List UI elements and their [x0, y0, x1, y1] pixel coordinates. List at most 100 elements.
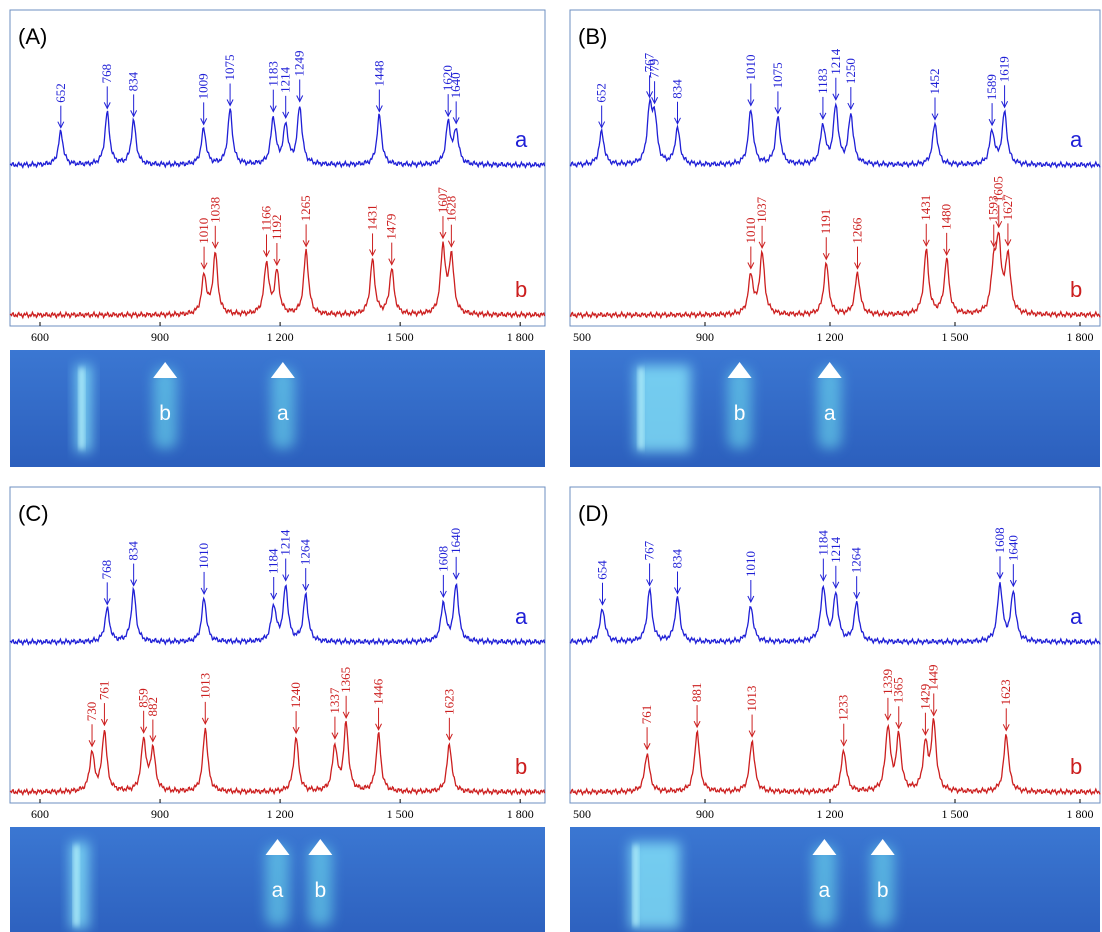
x-tick-label: 1 200	[267, 807, 294, 821]
peak-label: 779	[647, 59, 662, 79]
x-tick-label: 1 500	[387, 807, 414, 821]
peak-label: 730	[84, 702, 99, 722]
x-tick-label: 900	[151, 807, 169, 821]
origin-band	[76, 365, 92, 452]
spot-label: b	[734, 402, 746, 425]
origin-line	[74, 845, 78, 926]
x-tick-label: 1 200	[817, 330, 844, 344]
spectrum-trace	[570, 233, 1100, 318]
x-tick-label: 600	[31, 807, 49, 821]
trace-label: b	[1070, 277, 1082, 302]
peak-label: 1431	[365, 204, 380, 230]
spot-label: b	[159, 402, 171, 425]
peak-label: 1009	[196, 73, 211, 99]
panel-label: (D)	[578, 501, 609, 526]
peak-label: 1264	[849, 547, 864, 574]
peak-label: 1075	[222, 55, 237, 81]
trace-label: a	[1070, 127, 1083, 152]
peak-label: 1214	[828, 48, 843, 75]
peak-label: 1249	[292, 50, 307, 76]
peak-label: 652	[594, 83, 609, 103]
spectrum-trace	[10, 721, 545, 794]
peak-label: 1640	[448, 72, 463, 98]
x-tick-label: 1 500	[942, 807, 969, 821]
peak-label: 834	[126, 541, 141, 561]
peak-label: 1480	[939, 204, 954, 230]
peak-label: 1214	[828, 536, 843, 563]
peak-label: 652	[53, 83, 68, 103]
peak-label: 1446	[371, 678, 386, 705]
peak-label: 767	[642, 540, 657, 560]
spectrum-trace	[570, 582, 1100, 644]
x-tick-label: 500	[573, 807, 591, 821]
x-tick-label: 1 800	[1067, 807, 1094, 821]
spectrum-frame	[10, 10, 545, 326]
x-tick-label: 600	[31, 330, 49, 344]
peak-label: 1250	[843, 58, 858, 84]
trace-label: b	[1070, 754, 1082, 779]
peak-label: 1037	[754, 196, 769, 223]
trace-label: a	[1070, 604, 1083, 629]
peak-label: 1264	[298, 539, 313, 566]
trace-label: a	[515, 127, 528, 152]
peak-label: 1038	[207, 197, 222, 223]
peak-label: 1214	[278, 529, 293, 556]
trace-label: b	[515, 277, 527, 302]
peak-label: 834	[126, 71, 141, 91]
x-tick-label: 900	[696, 330, 714, 344]
origin-line	[80, 368, 84, 449]
peak-label: 1013	[197, 673, 212, 699]
peak-label: 1010	[743, 551, 758, 577]
peak-label: 761	[96, 681, 111, 701]
trace-label: a	[515, 604, 528, 629]
x-tick-label: 900	[696, 807, 714, 821]
peak-label: 1265	[298, 195, 313, 221]
panel-label: (B)	[578, 24, 607, 49]
peak-label: 1191	[818, 209, 833, 235]
origin-line	[634, 845, 638, 926]
peak-label: 1214	[278, 66, 293, 93]
peak-label: 1449	[926, 664, 941, 690]
x-tick-label: 1 800	[1067, 330, 1094, 344]
x-tick-label: 1 200	[817, 807, 844, 821]
peak-label: 1448	[371, 61, 386, 87]
x-tick-label: 1 800	[507, 807, 534, 821]
peak-label: 1240	[288, 682, 303, 708]
spectrum-trace	[570, 718, 1100, 794]
peak-label: 1623	[998, 679, 1013, 705]
peak-label: 1075	[770, 62, 785, 88]
peak-label: 768	[99, 560, 114, 580]
peak-label: 1479	[384, 214, 399, 240]
spot-label: a	[277, 402, 289, 425]
peak-label: 1640	[448, 528, 463, 554]
peak-label: 834	[670, 79, 685, 99]
spectrum-trace	[570, 100, 1100, 168]
x-tick-label: 900	[151, 330, 169, 344]
origin-band	[635, 365, 691, 452]
spectrum-frame	[570, 487, 1100, 803]
panel: (B)5009001 2001 5001 800a652767779834101…	[570, 10, 1100, 467]
peak-label: 1192	[269, 214, 284, 240]
peak-label: 1619	[997, 56, 1012, 82]
figure: (A) 600 900 1 200 1 500 1 800 a 652 768 834 1009 10…	[0, 0, 1102, 932]
peak-label: 1013	[744, 686, 759, 712]
spot-label: a	[272, 879, 284, 902]
peak-label: 1431	[918, 195, 933, 221]
peak-label: 1266	[850, 217, 865, 244]
spectrum-trace	[10, 585, 545, 645]
x-tick-label: 1 200	[267, 330, 294, 344]
peak-label: 882	[145, 697, 160, 717]
spot-label: b	[314, 879, 326, 902]
spot-label: a	[824, 402, 836, 425]
peak-label: 1233	[836, 695, 851, 721]
x-tick-label: 1 500	[942, 330, 969, 344]
spot-label: a	[819, 879, 831, 902]
panel: (C)6009001 2001 5001 800a768834101011841…	[10, 487, 545, 932]
peak-label: 1010	[196, 543, 211, 569]
peak-label: 768	[99, 64, 114, 84]
x-tick-label: 1 500	[387, 330, 414, 344]
panel-label: (A)	[18, 24, 47, 49]
peak-label: 881	[689, 683, 704, 703]
